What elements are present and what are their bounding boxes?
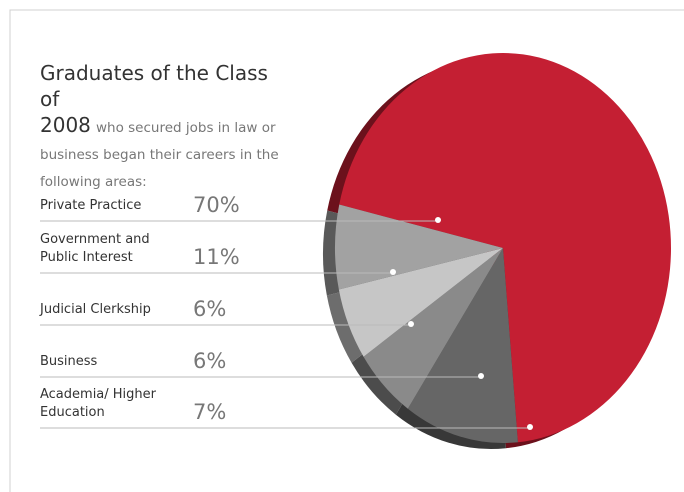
category-label: Business [40, 354, 98, 369]
leader-dot [408, 321, 414, 327]
slice [363, 248, 503, 409]
value-label: 6% [193, 297, 227, 321]
leader-dot [527, 424, 533, 430]
slice [407, 248, 518, 443]
leader-dot [435, 217, 441, 223]
value-label: 6% [193, 349, 227, 373]
slice [339, 52, 671, 443]
category-label: Judicial Clerkship [40, 302, 151, 317]
leader-dot [478, 373, 484, 379]
slice [338, 248, 503, 357]
category-label: Academia/ Higher Education [40, 387, 157, 420]
subtitle: who secured jobs in law or business bega… [40, 120, 279, 190]
title-year: 2008 [40, 113, 91, 137]
slice [335, 204, 503, 290]
leader-dot [390, 269, 396, 275]
pie [335, 52, 671, 443]
chart-title: Graduates of the Class of [40, 61, 268, 111]
value-label: 70% [193, 193, 240, 217]
category-label: Government and Public Interest [40, 232, 150, 265]
value-label: 7% [193, 400, 227, 424]
frame [9, 9, 684, 492]
category-label: Private Practice [40, 198, 142, 213]
title-block: Graduates of the Class of 2008 who secur… [40, 60, 290, 196]
leaders [40, 217, 533, 430]
value-label: 11% [193, 245, 240, 269]
